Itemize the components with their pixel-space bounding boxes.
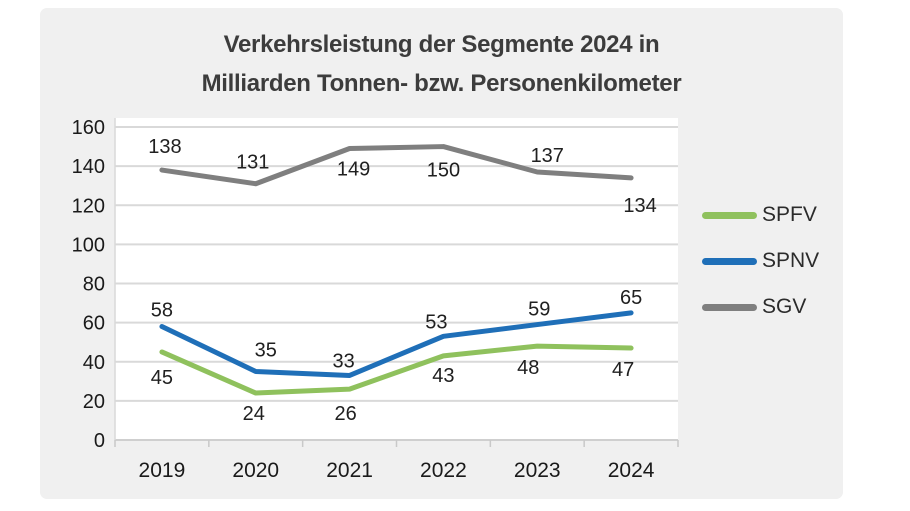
y-tick-label: 120 bbox=[72, 195, 105, 217]
y-tick-label: 60 bbox=[83, 313, 105, 335]
y-tick-label: 160 bbox=[72, 117, 105, 139]
y-tick-label: 0 bbox=[94, 430, 105, 452]
data-label-spnv: 33 bbox=[332, 350, 354, 372]
legend-swatch-sgv bbox=[702, 303, 757, 311]
y-tick-label: 140 bbox=[72, 156, 105, 178]
series-line-spfv bbox=[159, 343, 634, 396]
x-tick-label: 2021 bbox=[326, 459, 373, 482]
legend: SPFV SPNV SGV bbox=[702, 203, 819, 319]
legend-swatch-spfv bbox=[702, 211, 757, 219]
x-tick-label: 2019 bbox=[139, 459, 186, 482]
legend-label-sgv: SGV bbox=[762, 295, 807, 318]
x-tick-label: 2023 bbox=[514, 459, 561, 482]
data-label-spfv: 48 bbox=[517, 357, 539, 379]
chart-title-line-1: Verkehrsleistung der Segmente 2024 in bbox=[223, 31, 660, 58]
data-label-spfv: 45 bbox=[151, 367, 173, 389]
data-label-spfv: 43 bbox=[432, 365, 454, 387]
data-label-spnv: 59 bbox=[528, 299, 550, 321]
legend-item-spnv: SPNV bbox=[702, 249, 819, 273]
x-tick-label: 2022 bbox=[420, 459, 467, 482]
data-label-sgv: 137 bbox=[531, 145, 564, 167]
plot-area bbox=[115, 118, 678, 440]
data-label-spfv: 24 bbox=[243, 403, 265, 425]
data-label-sgv: 150 bbox=[427, 160, 460, 182]
data-label-spfv: 47 bbox=[612, 359, 634, 381]
legend-label-spfv: SPFV bbox=[762, 203, 817, 226]
data-label-sgv: 131 bbox=[236, 152, 269, 174]
data-label-spnv: 58 bbox=[151, 300, 173, 322]
data-label-sgv: 134 bbox=[623, 195, 656, 217]
y-tick-label: 40 bbox=[83, 352, 105, 374]
legend-item-sgv: SGV bbox=[702, 295, 819, 319]
y-tick-label: 80 bbox=[83, 274, 105, 296]
data-label-spnv: 35 bbox=[255, 340, 277, 362]
data-label-spfv: 26 bbox=[334, 403, 356, 425]
data-label-sgv: 138 bbox=[148, 136, 181, 158]
series-line-spnv bbox=[159, 310, 634, 378]
x-tick-label: 2020 bbox=[232, 459, 279, 482]
series-line-sgv bbox=[159, 144, 634, 187]
data-label-sgv: 149 bbox=[337, 159, 370, 181]
y-tick-label: 100 bbox=[72, 234, 105, 256]
chart-title-line-2: Milliarden Tonnen- bzw. Personenkilomete… bbox=[201, 70, 682, 97]
chart-title: Verkehrsleistung der Segmente 2024 in Mi… bbox=[40, 25, 843, 103]
x-tick-label: 2024 bbox=[608, 459, 655, 482]
legend-label-spnv: SPNV bbox=[762, 249, 820, 272]
data-label-spnv: 65 bbox=[620, 287, 642, 309]
legend-swatch-spnv bbox=[702, 257, 757, 265]
legend-item-spfv: SPFV bbox=[702, 203, 819, 227]
y-tick-label: 20 bbox=[83, 391, 105, 413]
data-label-spnv: 53 bbox=[425, 311, 447, 333]
